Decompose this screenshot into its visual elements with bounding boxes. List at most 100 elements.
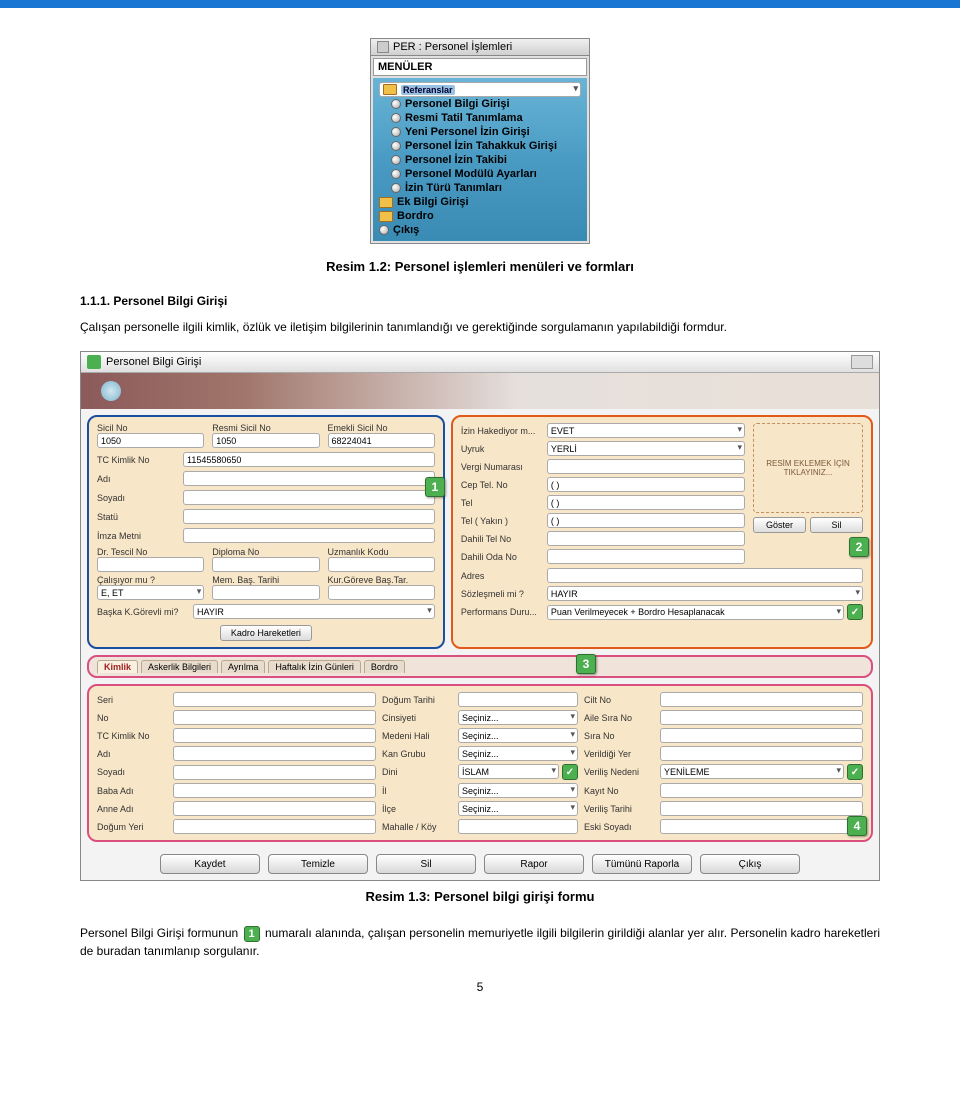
select-baska[interactable]: HAYIR — [193, 604, 435, 619]
input-dahili-oda[interactable] — [547, 549, 745, 564]
menu-folder-referanslar[interactable]: Referanslar — [379, 82, 581, 97]
input-adi2[interactable] — [173, 746, 376, 761]
menu-folder[interactable]: Ek Bilgi Girişi — [379, 195, 581, 209]
ok-icon[interactable]: ✓ — [562, 764, 578, 780]
figure-caption-1: Resim 1.2: Personel işlemleri menüleri v… — [80, 259, 880, 274]
input-sicil-no[interactable]: 1050 — [97, 433, 204, 448]
label-dahili-oda: Dahili Oda No — [461, 552, 541, 562]
label-imza: İmza Metni — [97, 531, 177, 541]
input-anne[interactable] — [173, 801, 376, 816]
input-mahalle[interactable] — [458, 819, 578, 834]
input-cep[interactable]: ( ) — [547, 477, 745, 492]
label-sira-no: Sıra No — [584, 731, 654, 741]
menu-item[interactable]: Personel Modülü Ayarları — [379, 167, 581, 181]
select-il[interactable]: Seçiniz... — [458, 783, 578, 798]
input-diploma[interactable] — [212, 557, 319, 572]
panel-4: 4 Seri Doğum Tarihi Cilt No No Cinsiyeti… — [87, 684, 873, 842]
input-baba[interactable] — [173, 783, 376, 798]
input-aile-sira[interactable] — [660, 710, 863, 725]
photo-placeholder[interactable]: RESİM EKLEMEK İÇİN TIKLAYINIZ... — [753, 423, 863, 513]
badge-3: 3 — [576, 654, 596, 674]
label-calisiyor: Çalışıyor mu ? — [97, 575, 204, 585]
menu-item[interactable]: Resmi Tatil Tanımlama — [379, 111, 581, 125]
label-kayit-no: Kayıt No — [584, 786, 654, 796]
select-dini[interactable]: İSLAM — [458, 764, 559, 779]
select-ilce[interactable]: Seçiniz... — [458, 801, 578, 816]
input-kur-gorev[interactable] — [328, 585, 435, 600]
input-cilt-no[interactable] — [660, 692, 863, 707]
input-tel-yakin[interactable]: ( ) — [547, 513, 745, 528]
input-dahili-tel[interactable] — [547, 531, 745, 546]
input-uzmanlik[interactable] — [328, 557, 435, 572]
label-cep: Cep Tel. No — [461, 480, 541, 490]
goster-button[interactable]: Göster — [753, 517, 806, 533]
input-sira-no[interactable] — [660, 728, 863, 743]
tab-askerlik[interactable]: Askerlik Bilgileri — [141, 660, 218, 673]
sil-button[interactable]: Sil — [810, 517, 863, 533]
menu-item[interactable]: İzin Türü Tanımları — [379, 181, 581, 195]
label-dogum-tarihi: Doğum Tarihi — [382, 695, 452, 705]
menu-item[interactable]: Personel Bilgi Girişi — [379, 97, 581, 111]
input-no[interactable] — [173, 710, 376, 725]
input-imza[interactable] — [183, 528, 435, 543]
input-eski-soyadi[interactable] — [660, 819, 863, 834]
kadro-button[interactable]: Kadro Hareketleri — [220, 625, 312, 641]
select-performans[interactable]: Puan Verilmeyecek + Bordro Hesaplanacak — [547, 605, 844, 620]
input-dogum-yeri[interactable] — [173, 819, 376, 834]
input-statu[interactable] — [183, 509, 435, 524]
sil-action-button[interactable]: Sil — [376, 854, 476, 874]
input-mem-bas[interactable] — [212, 585, 319, 600]
select-cinsiyet[interactable]: Seçiniz... — [458, 710, 578, 725]
label-il: İl — [382, 786, 452, 796]
label-sicil-no: Sicil No — [97, 423, 204, 433]
input-soyadi[interactable] — [183, 490, 435, 505]
input-soyadi2[interactable] — [173, 765, 376, 780]
menu-item[interactable]: Personel İzin Tahakkuk Girişi — [379, 139, 581, 153]
select-izin-hak[interactable]: EVET — [547, 423, 745, 438]
menu-folder[interactable]: Bordro — [379, 209, 581, 223]
input-adres[interactable] — [547, 568, 863, 583]
select-sozlesmeli[interactable]: HAYIR — [547, 586, 863, 601]
minimize-button[interactable] — [851, 355, 873, 369]
input-verilis-tarihi[interactable] — [660, 801, 863, 816]
input-adi[interactable] — [183, 471, 435, 486]
tab-bordro[interactable]: Bordro — [364, 660, 405, 673]
label-seri: Seri — [97, 695, 167, 705]
input-kayit-no[interactable] — [660, 783, 863, 798]
input-resmi-sicil[interactable]: 1050 — [212, 433, 319, 448]
input-emekli-sicil[interactable]: 68224041 — [328, 433, 435, 448]
label-tel-yakin: Tel ( Yakın ) — [461, 516, 541, 526]
input-tc2[interactable] — [173, 728, 376, 743]
menu-item[interactable]: Yeni Personel İzin Girişi — [379, 125, 581, 139]
ok-icon[interactable]: ✓ — [847, 604, 863, 620]
tumunu-raporla-button[interactable]: Tümünü Raporla — [592, 854, 692, 874]
menu-exit[interactable]: Çıkış — [379, 223, 581, 237]
tab-haftalik[interactable]: Haftalık İzin Günleri — [268, 660, 361, 673]
label-izin-hak: İzin Hakediyor m... — [461, 426, 541, 436]
label-adres: Adres — [461, 571, 541, 581]
label-uyruk: Uyruk — [461, 444, 541, 454]
menu-item[interactable]: Personel İzin Takibi — [379, 153, 581, 167]
section-heading: 1.1.1. Personel Bilgi Girişi — [80, 294, 880, 308]
input-seri[interactable] — [173, 692, 376, 707]
kaydet-button[interactable]: Kaydet — [160, 854, 260, 874]
rapor-button[interactable]: Rapor — [484, 854, 584, 874]
temizle-button[interactable]: Temizle — [268, 854, 368, 874]
tab-ayrilma[interactable]: Ayrılma — [221, 660, 265, 673]
select-calisiyor[interactable]: E, ET — [97, 585, 204, 600]
label-emekli-sicil: Emekli Sicil No — [328, 423, 435, 433]
input-vergi[interactable] — [547, 459, 745, 474]
select-verilis-nedeni[interactable]: YENİLEME — [660, 764, 844, 779]
input-verildigi-yer[interactable] — [660, 746, 863, 761]
select-uyruk[interactable]: YERLİ — [547, 441, 745, 456]
ok-icon[interactable]: ✓ — [847, 764, 863, 780]
disc-icon — [391, 155, 401, 165]
input-tc[interactable]: 11545580650 — [183, 452, 435, 467]
input-dr-tescil[interactable] — [97, 557, 204, 572]
input-tel[interactable]: ( ) — [547, 495, 745, 510]
input-dogum-tarihi[interactable] — [458, 692, 578, 707]
tab-kimlik[interactable]: Kimlik — [97, 660, 138, 673]
select-medeni[interactable]: Seçiniz... — [458, 728, 578, 743]
cikis-button[interactable]: Çıkış — [700, 854, 800, 874]
select-kan[interactable]: Seçiniz... — [458, 746, 578, 761]
